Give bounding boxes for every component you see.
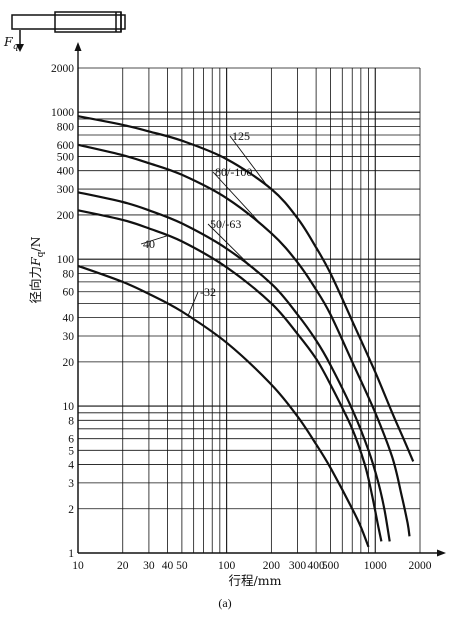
y-tick-label: 400 <box>57 166 75 178</box>
series-line--32 <box>77 264 370 548</box>
x-tick-label: 300 <box>289 560 307 572</box>
x-axis-label: 行程/mm <box>229 573 282 588</box>
y-tick-label: 1 <box>68 548 74 560</box>
axes <box>74 42 446 557</box>
y-tick-label: 10 <box>63 401 75 413</box>
series-group <box>77 115 415 548</box>
y-tick-label: 40 <box>63 313 75 325</box>
curve-label: 80/-100 <box>215 165 252 179</box>
curve-label-leader <box>207 223 258 273</box>
curve-label-leader <box>187 291 199 316</box>
force-arrow-head <box>16 44 24 52</box>
y-tick-label: 20 <box>63 357 75 369</box>
x-tick-label: 10 <box>72 560 84 572</box>
x-axis-arrow <box>437 549 446 557</box>
y-tick-label: 4 <box>68 460 74 472</box>
cylinder-body <box>11 14 126 30</box>
curve-label: 50/-63 <box>210 217 241 231</box>
y-tick-label: 2 <box>68 504 74 516</box>
series-line-40 <box>77 209 383 542</box>
curve-label-leader <box>140 235 168 245</box>
curve-labels: 125 80/-100 50/-63 40 -32 <box>140 129 269 316</box>
y-tick-label: 100 <box>57 254 75 266</box>
x-tick-label: 50 <box>176 560 188 572</box>
x-tick-label: 200 <box>263 560 281 572</box>
figure-caption: (a) <box>218 596 231 610</box>
x-tick-label: 2000 <box>409 560 432 572</box>
y-tick-label: 300 <box>57 184 75 196</box>
force-symbol: Fq <box>3 34 19 52</box>
y-tick-label: 80 <box>63 268 75 280</box>
curve-label-leader <box>229 135 269 188</box>
curve-label: 40 <box>143 237 155 251</box>
series-line-80-100 <box>77 143 411 537</box>
cylinder-icon: Fq <box>3 11 126 52</box>
x-tick-label: 40 <box>162 560 174 572</box>
y-axis-arrow <box>74 42 82 51</box>
series-line-125 <box>77 115 415 462</box>
y-axis-label: 径向力Fq/N <box>28 236 46 303</box>
grid <box>77 67 421 554</box>
curve-label: -32 <box>200 285 216 299</box>
y-tick-label: 2000 <box>51 63 74 75</box>
y-tick-label: 8 <box>68 415 74 427</box>
y-tick-label: 800 <box>57 121 75 133</box>
y-tick-label: 200 <box>57 210 75 222</box>
curve-label: 125 <box>232 129 250 143</box>
x-tick-label: 400 <box>307 560 325 572</box>
y-tick-label: 60 <box>63 287 75 299</box>
x-tick-label: 1000 <box>364 560 387 572</box>
y-tick-label: 30 <box>63 331 75 343</box>
x-tick-label: 500 <box>322 560 340 572</box>
x-tick-label: 20 <box>117 560 129 572</box>
y-tick-label: 500 <box>57 151 75 163</box>
y-tick-label: 3 <box>68 478 74 490</box>
series-line-50-63 <box>77 191 391 542</box>
y-tick-label: 1000 <box>51 107 74 119</box>
y-tick-label: 5 <box>68 445 74 457</box>
y-tick-label: 6 <box>68 434 74 446</box>
y-tick-label: 600 <box>57 140 75 152</box>
curve-label-leader <box>212 171 265 229</box>
x-tick-label: 30 <box>143 560 155 572</box>
x-tick-label: 100 <box>218 560 236 572</box>
